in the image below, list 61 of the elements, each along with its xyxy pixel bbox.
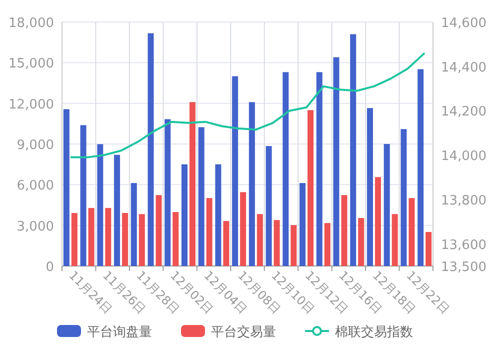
y-tick-label: 6,000	[16, 178, 54, 194]
bar	[300, 183, 306, 266]
bar	[316, 72, 322, 266]
bar	[392, 214, 398, 266]
y2-tick-label: 13,500	[441, 260, 486, 275]
bar	[130, 183, 137, 266]
bar	[274, 220, 280, 266]
bar	[282, 72, 289, 266]
bar	[418, 69, 424, 266]
bar	[232, 76, 238, 266]
bar	[290, 225, 297, 266]
bar	[266, 146, 272, 266]
bar	[400, 129, 407, 266]
bar	[240, 192, 246, 266]
bar	[105, 208, 112, 266]
bar	[206, 198, 212, 266]
bar	[122, 213, 128, 266]
bar	[248, 102, 255, 266]
bar	[308, 110, 314, 266]
y2-tick-label: 14,400	[441, 60, 486, 76]
bar	[215, 164, 222, 266]
bar	[198, 127, 204, 266]
y-tick-label: 3,000	[16, 219, 54, 234]
bar	[138, 214, 145, 266]
bar	[156, 195, 162, 266]
bar	[366, 108, 373, 266]
bar	[223, 220, 230, 266]
y2-tick-label: 14,200	[441, 104, 486, 120]
bar	[71, 213, 78, 266]
y2-tick-label: 14,600	[441, 16, 486, 31]
bar	[408, 198, 415, 266]
bar	[97, 144, 104, 266]
bar	[189, 102, 196, 266]
bar	[350, 34, 356, 266]
y-tick-label: 9,000	[16, 138, 54, 153]
bar	[88, 208, 94, 266]
bar	[114, 154, 120, 266]
bar	[80, 125, 86, 266]
bar	[164, 119, 171, 266]
bar	[374, 177, 381, 266]
bar	[384, 144, 390, 266]
bar	[172, 212, 179, 266]
bar	[181, 164, 188, 266]
bar	[333, 57, 340, 266]
bar	[256, 214, 263, 266]
legend-label: 棉联交易指数	[335, 324, 413, 340]
bar	[324, 223, 330, 266]
y2-tick-label: 13,800	[441, 193, 486, 208]
y-tick-label: 12,000	[8, 97, 54, 112]
bar	[426, 232, 432, 266]
bar	[148, 33, 154, 266]
y2-tick-label: 14,000	[441, 149, 486, 164]
bar	[63, 109, 70, 266]
y2-tick-label: 13,600	[441, 238, 486, 253]
y-tick-label: 0	[46, 260, 54, 275]
y-tick-label: 18,000	[8, 16, 54, 31]
legend-label: 平台询盘量	[87, 325, 152, 340]
bar	[341, 195, 348, 266]
legend-label: 平台交易量	[211, 324, 276, 340]
bar	[358, 218, 364, 266]
y-tick-label: 15,000	[8, 56, 54, 72]
